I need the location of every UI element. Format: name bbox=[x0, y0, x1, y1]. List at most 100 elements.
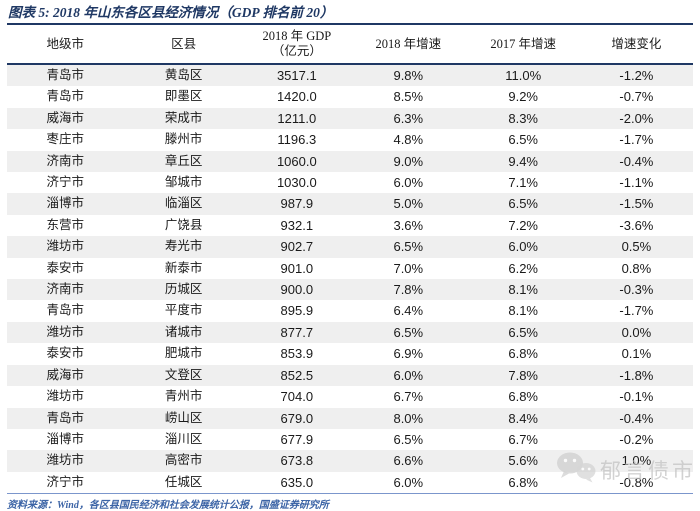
growth-2017-cell: 8.3% bbox=[508, 110, 538, 126]
table-row: 潍坊市 诸城市 877.7 6.5% 6.5% 0.0% bbox=[7, 321, 693, 344]
gdp-cell: 679.0 bbox=[280, 410, 314, 426]
city-cell: 青岛市 bbox=[46, 303, 85, 318]
district-cell: 崂山区 bbox=[164, 410, 203, 425]
change-cell: -1.7% bbox=[619, 303, 654, 319]
growth-2017-cell: 6.2% bbox=[508, 260, 538, 276]
change-cell: -2.0% bbox=[619, 110, 654, 126]
growth-2018-cell: 8.5% bbox=[393, 89, 424, 105]
change-cell: -0.8% bbox=[619, 474, 654, 490]
growth-2017-cell: 9.4% bbox=[508, 153, 538, 169]
city-cell: 东营市 bbox=[46, 217, 85, 232]
district-cell: 临淄区 bbox=[164, 196, 203, 211]
district-cell: 滕州市 bbox=[164, 132, 203, 147]
table-row: 青岛市 平度市 895.9 6.4% 8.1% -1.7% bbox=[7, 300, 693, 321]
district-cell: 肥城市 bbox=[164, 346, 203, 361]
gdp-ranking-table: 地级市 区县 2018 年 GDP （亿元） 2018 年增速 2017 年增速… bbox=[7, 23, 693, 493]
growth-2018-cell: 6.6% bbox=[393, 453, 424, 469]
city-cell: 威海市 bbox=[46, 110, 85, 125]
growth-2018-cell: 6.4% bbox=[393, 303, 424, 319]
gdp-cell: 1196.3 bbox=[277, 132, 317, 148]
table-row: 济宁市 任城区 635.0 6.0% 6.8% -0.8% bbox=[7, 472, 693, 493]
city-cell: 青岛市 bbox=[46, 410, 85, 425]
growth-2017-cell: 5.6% bbox=[508, 453, 538, 469]
change-cell: -0.4% bbox=[619, 153, 654, 169]
growth-2018-cell: 5.0% bbox=[393, 196, 424, 212]
change-cell: -0.1% bbox=[619, 389, 654, 405]
district-cell: 寿光市 bbox=[164, 239, 203, 254]
col-header-growth-2018: 2018 年增速 bbox=[349, 24, 467, 65]
city-cell: 泰安市 bbox=[46, 260, 85, 275]
district-cell: 新泰市 bbox=[164, 260, 203, 275]
district-cell: 淄川区 bbox=[164, 431, 203, 446]
district-cell: 章丘区 bbox=[164, 153, 203, 168]
figure-title: 图表 5: 2018 年山东各区县经济情况（GDP 排名前 20） bbox=[8, 5, 334, 20]
gdp-cell: 987.9 bbox=[280, 196, 314, 212]
city-cell: 潍坊市 bbox=[46, 239, 85, 254]
growth-2018-cell: 9.8% bbox=[393, 68, 424, 83]
city-cell: 泰安市 bbox=[46, 346, 85, 361]
gdp-cell: 877.7 bbox=[280, 324, 314, 340]
growth-2018-cell: 6.0% bbox=[393, 175, 424, 191]
district-cell: 任城区 bbox=[164, 474, 203, 489]
change-cell: 1.0% bbox=[621, 453, 652, 469]
table-row: 潍坊市 青州市 704.0 6.7% 6.8% -0.1% bbox=[7, 386, 693, 407]
table-row: 威海市 荣成市 1211.0 6.3% 8.3% -2.0% bbox=[7, 107, 693, 130]
growth-2018-cell: 6.5% bbox=[393, 431, 424, 447]
growth-2017-cell: 7.1% bbox=[508, 175, 538, 191]
city-cell: 威海市 bbox=[46, 367, 85, 382]
city-cell: 青岛市 bbox=[46, 68, 85, 82]
gdp-cell: 852.5 bbox=[280, 367, 314, 383]
change-cell: -1.2% bbox=[619, 68, 654, 83]
gdp-table-container: 地级市 区县 2018 年 GDP （亿元） 2018 年增速 2017 年增速… bbox=[7, 23, 693, 493]
district-cell: 文登区 bbox=[164, 367, 203, 382]
table-row: 济南市 章丘区 1060.0 9.0% 9.4% -0.4% bbox=[7, 150, 693, 173]
table-row: 济宁市 邹城市 1030.0 6.0% 7.1% -1.1% bbox=[7, 172, 693, 193]
table-row: 枣庄市 滕州市 1196.3 4.8% 6.5% -1.7% bbox=[7, 129, 693, 150]
district-cell: 平度市 bbox=[164, 303, 203, 318]
city-cell: 枣庄市 bbox=[46, 132, 85, 147]
city-cell: 济南市 bbox=[46, 282, 85, 297]
change-cell: -0.3% bbox=[619, 282, 654, 298]
growth-2017-cell: 6.0% bbox=[508, 239, 538, 255]
header-row: 地级市 区县 2018 年 GDP （亿元） 2018 年增速 2017 年增速… bbox=[7, 24, 693, 65]
change-cell: -0.7% bbox=[619, 89, 654, 105]
growth-2017-cell: 6.8% bbox=[508, 346, 538, 362]
change-cell: 0.8% bbox=[621, 260, 652, 276]
gdp-cell: 900.0 bbox=[280, 282, 314, 298]
gdp-cell: 1420.0 bbox=[276, 89, 317, 105]
growth-2018-cell: 6.5% bbox=[393, 239, 424, 255]
district-cell: 广饶县 bbox=[164, 217, 203, 232]
district-cell: 高密市 bbox=[164, 453, 203, 468]
city-cell: 潍坊市 bbox=[46, 453, 85, 468]
district-cell: 诸城市 bbox=[164, 324, 203, 339]
table-row: 淄博市 淄川区 677.9 6.5% 6.7% -0.2% bbox=[7, 429, 693, 450]
gdp-cell: 1060.0 bbox=[276, 153, 317, 169]
city-cell: 淄博市 bbox=[46, 431, 85, 446]
gdp-cell: 673.8 bbox=[280, 453, 314, 469]
growth-2017-cell: 6.8% bbox=[508, 474, 538, 490]
city-cell: 潍坊市 bbox=[46, 389, 85, 404]
growth-2018-cell: 8.0% bbox=[393, 410, 424, 426]
district-cell: 即墨区 bbox=[164, 89, 203, 104]
growth-2018-cell: 3.6% bbox=[393, 217, 424, 233]
change-cell: -1.8% bbox=[619, 367, 654, 383]
change-cell: -0.4% bbox=[619, 410, 654, 426]
growth-2017-cell: 8.4% bbox=[508, 410, 538, 426]
gdp-cell: 1211.0 bbox=[277, 110, 317, 126]
gdp-cell: 677.9 bbox=[280, 431, 314, 447]
gdp-cell: 901.0 bbox=[280, 260, 314, 276]
change-cell: 0.0% bbox=[621, 324, 652, 340]
city-cell: 济南市 bbox=[46, 153, 85, 168]
district-cell: 邹城市 bbox=[164, 175, 203, 190]
district-cell: 历城区 bbox=[164, 282, 203, 297]
col-header-city: 地级市 bbox=[7, 24, 124, 65]
source-note: 资料来源：Wind，各区县国民经济和社会发展统计公报，国盛证券研究所 bbox=[7, 493, 693, 511]
growth-2017-cell: 11.0% bbox=[505, 68, 542, 83]
table-row: 青岛市 即墨区 1420.0 8.5% 9.2% -0.7% bbox=[7, 86, 693, 107]
gdp-cell: 932.1 bbox=[280, 217, 314, 233]
col-header-district: 区县 bbox=[123, 24, 244, 65]
change-cell: 0.1% bbox=[621, 346, 652, 362]
gdp-cell: 635.0 bbox=[280, 474, 314, 490]
district-cell: 黄岛区 bbox=[164, 68, 203, 82]
